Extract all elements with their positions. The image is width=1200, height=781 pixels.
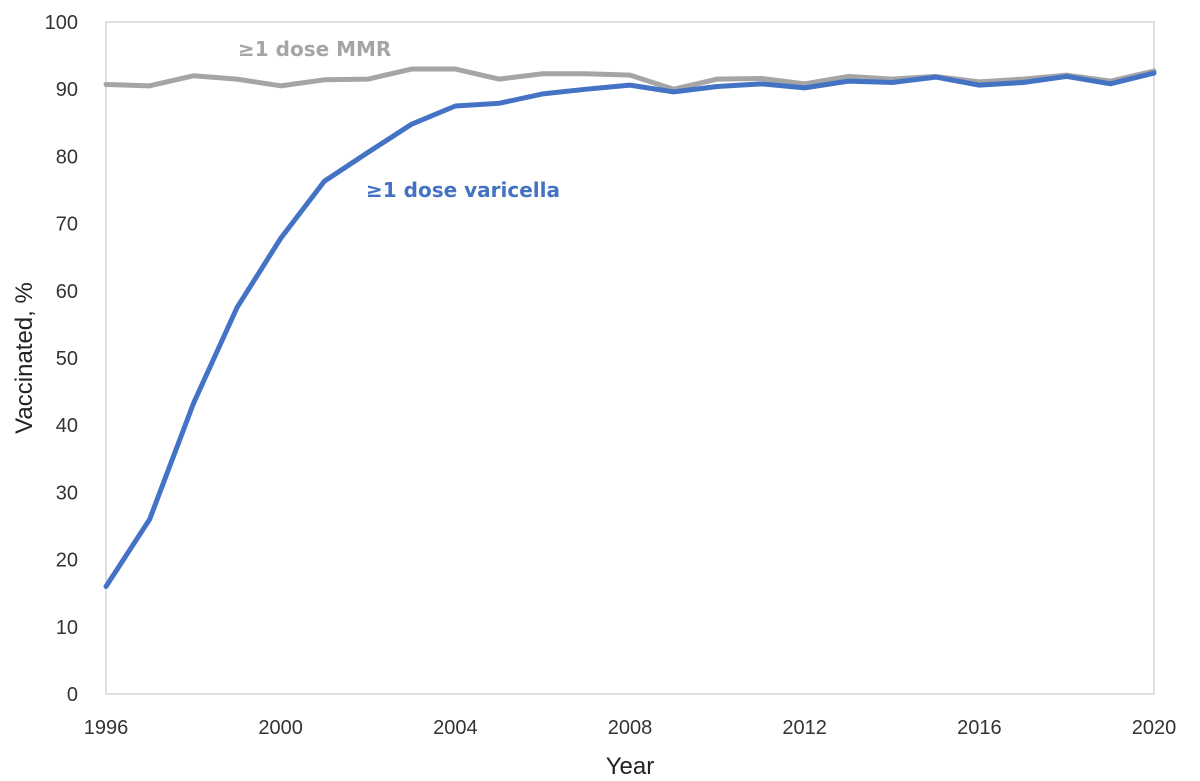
- plot-area: [105, 21, 1155, 695]
- series-label-varicella: ≥1 dose varicella: [366, 178, 560, 202]
- series-label-mmr: ≥1 dose MMR: [238, 37, 391, 61]
- x-axis-ticks: 1996 2000 2004 2008 2012 2016 2020: [84, 717, 1177, 739]
- series-lines: [103, 66, 1157, 589]
- x-tick-label: 2020: [1132, 717, 1177, 739]
- x-tick-label: 2012: [782, 717, 827, 739]
- y-tick-label: 90: [56, 79, 78, 101]
- y-tick-label: 70: [56, 214, 78, 236]
- series-line-0: [103, 66, 1157, 92]
- x-tick-label: 1996: [84, 717, 129, 739]
- x-axis-title: Year: [606, 753, 655, 780]
- y-tick-label: 0: [67, 684, 78, 706]
- series-line-1: [103, 70, 1157, 589]
- x-tick-label: 2016: [957, 717, 1002, 739]
- y-tick-label: 40: [56, 415, 78, 437]
- y-axis-title: Vaccinated, %: [11, 282, 38, 434]
- x-tick-label: 2008: [608, 717, 653, 739]
- y-tick-label: 100: [45, 12, 78, 34]
- y-tick-label: 50: [56, 348, 78, 370]
- y-axis-ticks: 0 10 20 30 40 50 60 70 80 90 100: [45, 12, 78, 706]
- y-tick-label: 20: [56, 550, 78, 572]
- x-tick-label: 2004: [433, 717, 478, 739]
- y-tick-label: 30: [56, 482, 78, 504]
- y-tick-label: 10: [56, 617, 78, 639]
- x-tick-label: 2000: [258, 717, 303, 739]
- y-tick-label: 60: [56, 281, 78, 303]
- y-tick-label: 80: [56, 146, 78, 168]
